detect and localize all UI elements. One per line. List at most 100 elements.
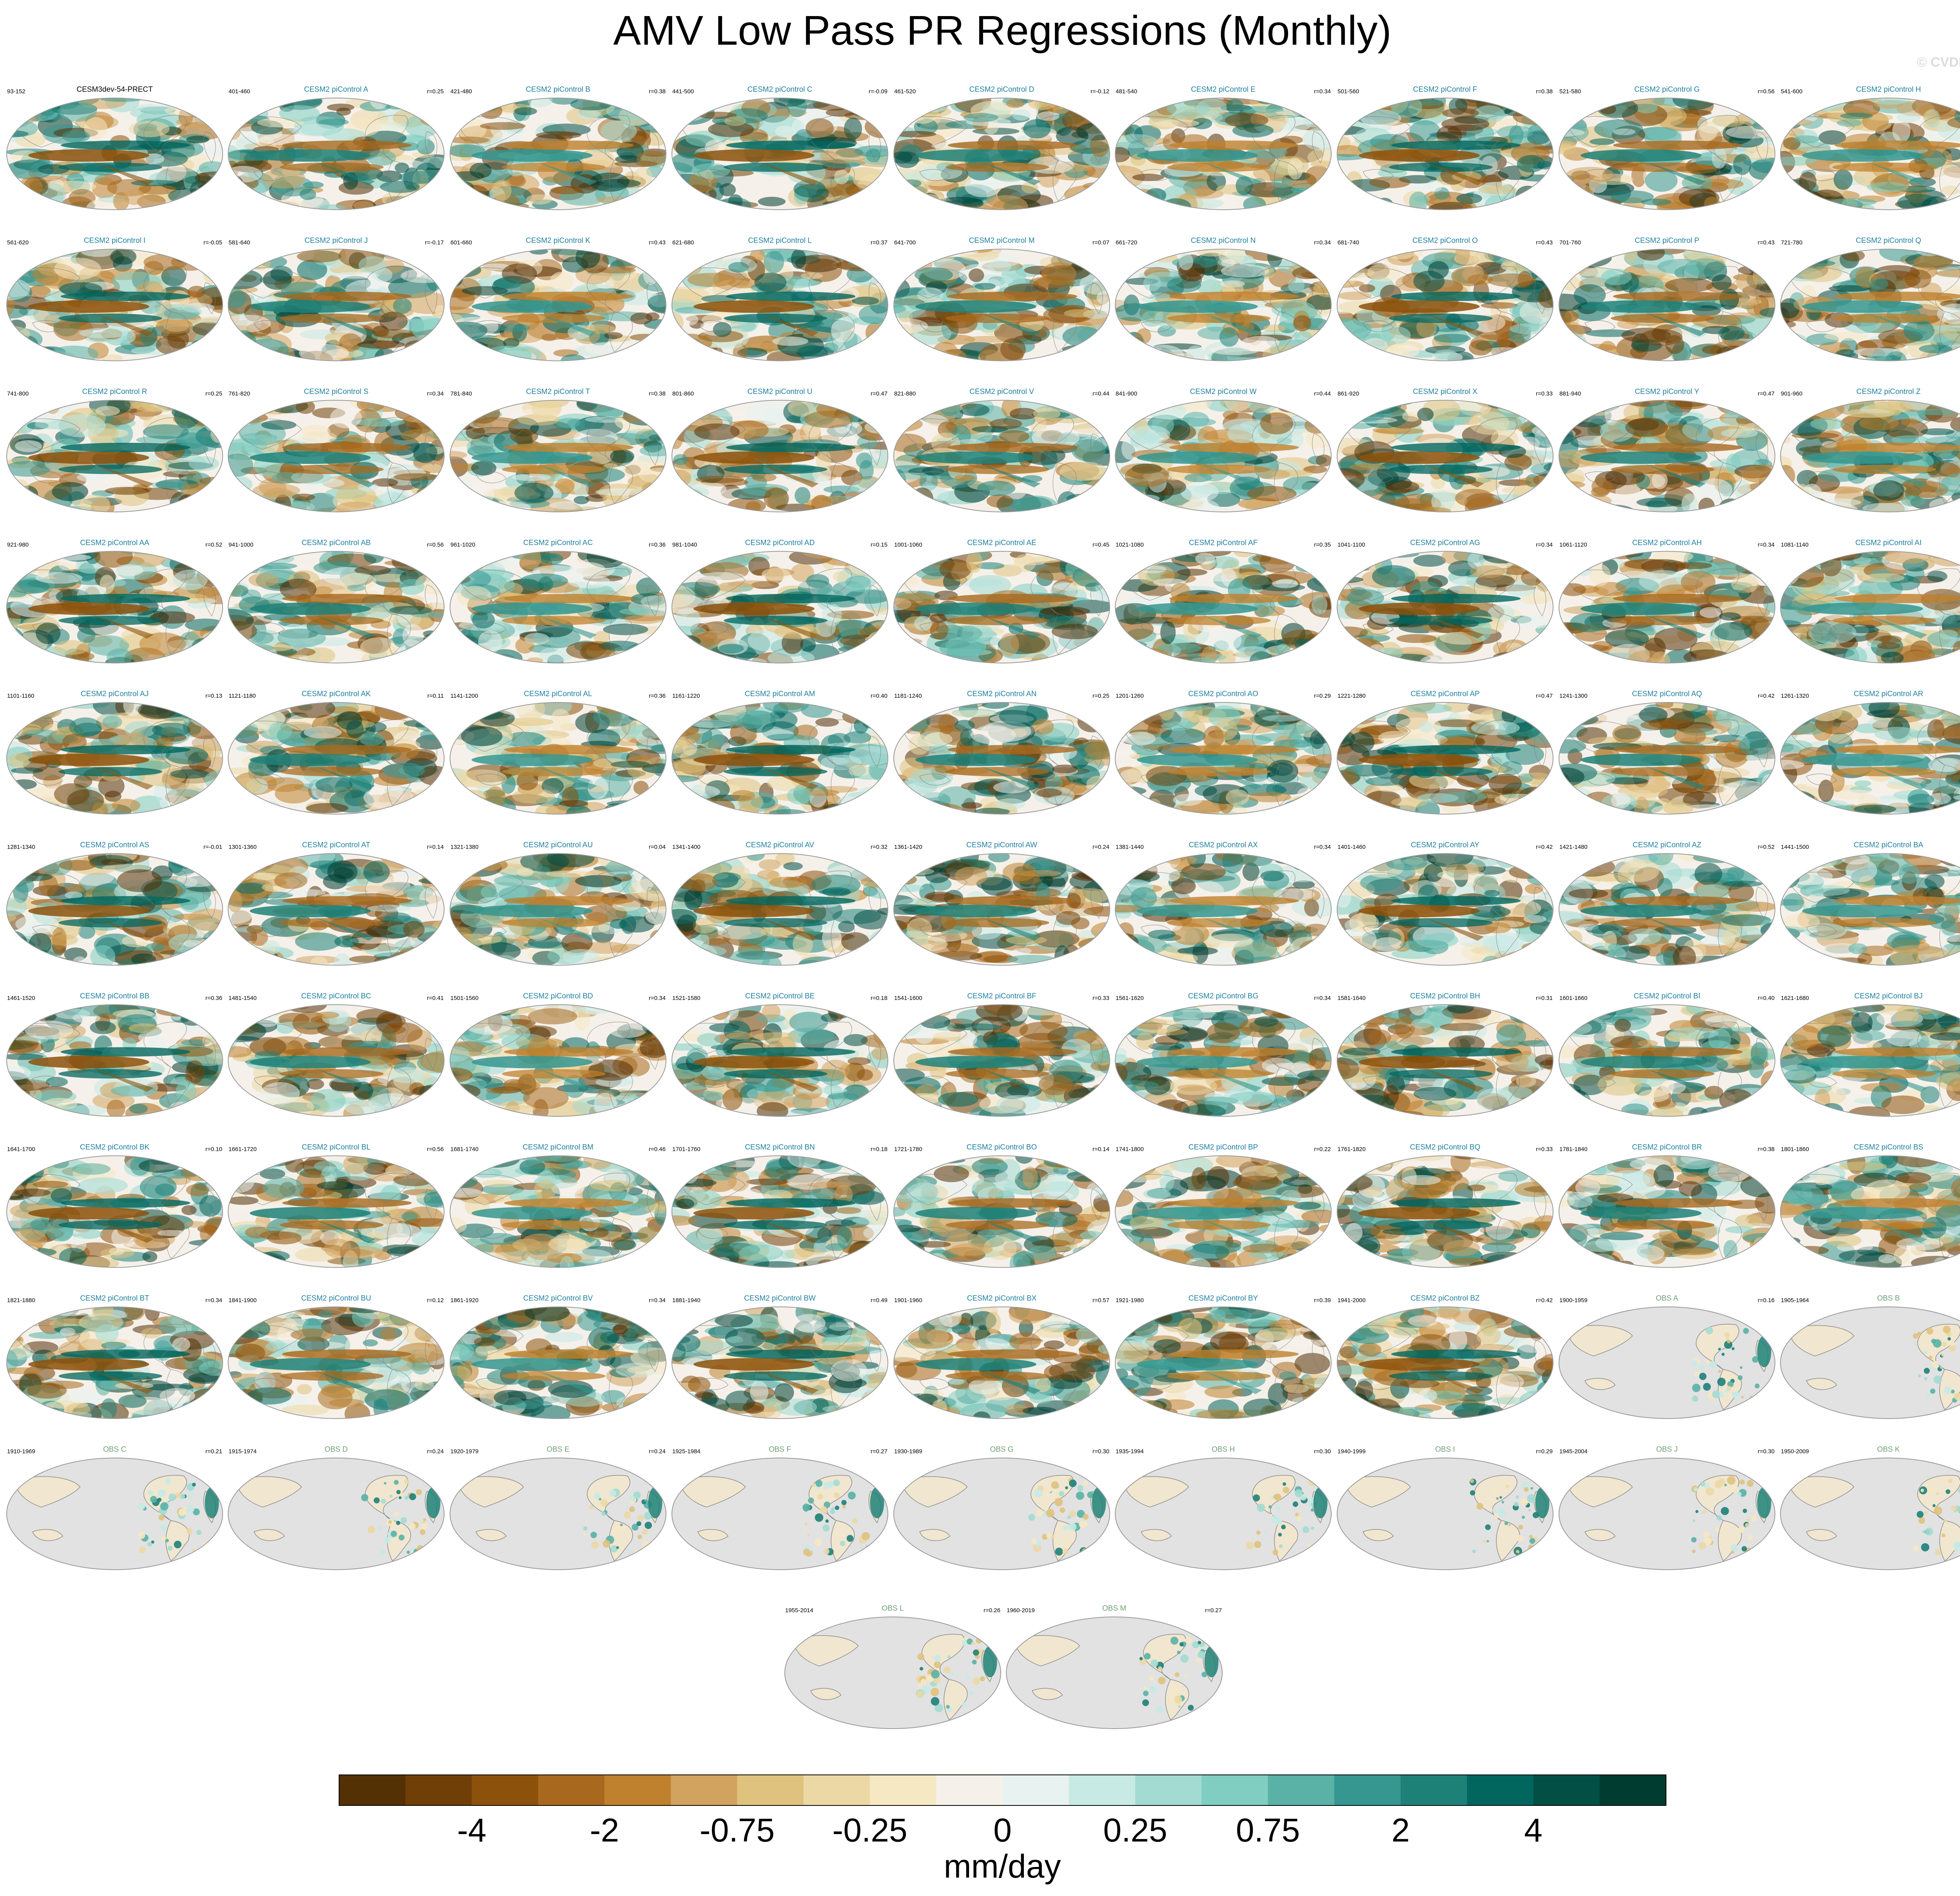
panel-title: CESM2 piControl BT: [80, 1294, 149, 1303]
panel-years: 1501-1560: [450, 995, 479, 1002]
panel-years: 1461-1520: [7, 995, 35, 1002]
panel-title: CESM2 piControl S: [304, 388, 368, 396]
panel-title: CESM2 piControl A: [304, 85, 368, 94]
panel-years: 1721-1780: [894, 1146, 922, 1153]
panel-years: 1861-1920: [450, 1297, 479, 1304]
panel-years: 1900-1959: [1559, 1297, 1588, 1304]
panel-correlation: r=0.52: [205, 542, 222, 548]
panel-correlation: r=0.37: [871, 239, 887, 246]
panel-years: 1821-1880: [7, 1297, 35, 1304]
panel-years: 1621-1680: [1781, 995, 1809, 1002]
panel-correlation: r=0.24: [649, 1448, 666, 1455]
panel-correlation: r=0.29: [1536, 1448, 1553, 1455]
panel-years: 1181-1240: [894, 693, 922, 699]
panel-years: 1261-1320: [1781, 693, 1809, 699]
panel-correlation: r=0.34: [649, 1297, 666, 1304]
colorbar-tick-label: -2: [590, 1812, 619, 1849]
panel-years: 921-980: [7, 542, 29, 548]
panel-correlation: r=0.39: [1314, 1297, 1331, 1304]
panel-title: CESM2 piControl BP: [1189, 1143, 1258, 1152]
panel-years: 1761-1820: [1338, 1146, 1366, 1153]
panel-title: CESM2 piControl AW: [966, 841, 1037, 849]
panel-years: 1940-1999: [1338, 1448, 1366, 1455]
panel-correlation: r=0.52: [1758, 844, 1775, 851]
panel-correlation: r=0.25: [427, 88, 444, 95]
panel-years: 1361-1420: [894, 844, 922, 851]
map-panel: 1561-1620 CESM2 piControl BG r=0.34: [1115, 992, 1332, 1117]
panel-title: CESM2 piControl B: [526, 85, 590, 94]
panel-correlation: r=0.40: [871, 693, 887, 699]
panel-correlation: r=-0.12: [1091, 88, 1109, 95]
panel-title: OBS L: [882, 1604, 904, 1613]
colorbar-tick-label: 0.75: [1236, 1812, 1300, 1849]
panel-title: CESM2 piControl AG: [1410, 539, 1480, 547]
map-panel: 1915-1974 OBS D r=0.24: [228, 1446, 445, 1570]
panel-correlation: r=0.34: [1314, 239, 1331, 246]
panel-years: 1241-1300: [1559, 693, 1588, 699]
panel-years: 1281-1340: [7, 844, 35, 851]
panel-years: 781-840: [450, 390, 472, 397]
colorbar-swatch: [405, 1775, 472, 1805]
map-panel: 1401-1460 CESM2 piControl AY r=0.42: [1337, 841, 1553, 966]
panel-years: 1021-1080: [1116, 542, 1144, 548]
panel-correlation: r=0.41: [427, 995, 444, 1002]
panel-years: 1945-2004: [1559, 1448, 1588, 1455]
panel-correlation: r=0.47: [871, 390, 887, 397]
panel-correlation: r=0.33: [1536, 1146, 1553, 1153]
map-panel: 1940-1999 OBS I r=0.29: [1337, 1446, 1553, 1570]
colorbar-swatch: [1401, 1775, 1467, 1805]
panel-correlation: r=0.57: [1093, 1297, 1109, 1304]
map-panel: 1910-1969 OBS C r=0.21: [6, 1446, 223, 1570]
panel-years: 1925-1984: [672, 1448, 701, 1455]
map-panels: 93-152 CESM3dev-54-PRECT 401-460 CESM2 piCo…: [6, 85, 1960, 1729]
colorbar-tick-label: -0.25: [832, 1812, 907, 1849]
colorbar-swatch: [1599, 1775, 1666, 1805]
panel-correlation: r=0.46: [649, 1146, 666, 1153]
panel-years: 1901-1960: [894, 1297, 922, 1304]
panel-title: CESM2 piControl BK: [80, 1143, 150, 1152]
panel-years: 601-660: [450, 239, 472, 246]
map-panel: 1920-1979 OBS E r=0.24: [450, 1446, 666, 1570]
panel-correlation: r=0.24: [427, 1448, 444, 1455]
map-panel: 841-900 CESM2 piControl W r=0.44: [1115, 388, 1332, 512]
panel-correlation: r=-0.05: [203, 239, 222, 246]
panel-years: 801-860: [672, 390, 694, 397]
panel-title: CESM2 piControl BQ: [1410, 1143, 1481, 1152]
panel-years: 1921-1980: [1116, 1297, 1144, 1304]
panel-years: 941-1000: [229, 542, 253, 548]
panel-title: CESM2 piControl BD: [523, 992, 593, 1000]
panel-years: 1441-1500: [1781, 844, 1809, 851]
panel-years: 1681-1740: [450, 1146, 479, 1153]
panel-correlation: r=0.13: [205, 693, 222, 699]
map-panel: 1960-2019 OBS M r=0.27: [1006, 1604, 1223, 1729]
panel-title: CESM2 piControl AT: [302, 841, 370, 849]
panel-years: 421-480: [450, 88, 472, 95]
panel-title: CESM2 piControl U: [748, 388, 813, 396]
panel-title: CESM2 piControl BN: [745, 1143, 815, 1152]
panel-title: CESM2 piControl BW: [744, 1294, 816, 1303]
panel-correlation: r=0.42: [1536, 844, 1553, 851]
panel-years: 641-700: [894, 239, 916, 246]
panel-title: CESM2 piControl Y: [1635, 388, 1699, 396]
panel-years: 1601-1660: [1559, 995, 1588, 1002]
panel-correlation: r=0.40: [1758, 995, 1775, 1002]
panel-correlation: r=0.56: [427, 1146, 444, 1153]
panel-correlation: r=0.38: [649, 390, 666, 397]
panel-correlation: r=0.47: [1758, 390, 1775, 397]
colorbar-swatch: [671, 1775, 737, 1805]
panel-years: 981-1040: [672, 542, 697, 548]
panel-years: 1481-1540: [229, 995, 257, 1002]
panel-title: CESM2 piControl G: [1634, 85, 1700, 94]
panel-correlation: r=0.45: [1093, 542, 1109, 548]
panel-title: OBS H: [1212, 1446, 1235, 1454]
panel-years: 1941-2000: [1338, 1297, 1366, 1304]
panel-correlation: r=0.34: [1758, 542, 1775, 548]
colorbar-swatch: [803, 1775, 870, 1805]
panel-correlation: r=0.36: [649, 542, 666, 548]
panel-title: OBS K: [1877, 1446, 1900, 1454]
panel-title: CESM2 piControl AU: [523, 841, 593, 849]
panel-years: 1641-1700: [7, 1146, 35, 1153]
colorbar-tick-label: 2: [1392, 1812, 1410, 1849]
